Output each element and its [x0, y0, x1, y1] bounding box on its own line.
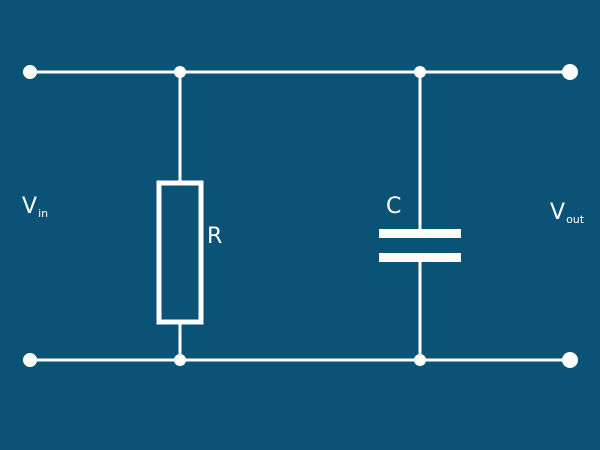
capacitor-label: C: [386, 194, 402, 219]
capacitor-plate-bottom: [379, 253, 461, 262]
input-terminal-bottom: [23, 353, 37, 367]
junction-node: [414, 354, 426, 366]
vout-label: Vout: [550, 200, 585, 226]
capacitor-plate-top: [379, 229, 461, 238]
vout-label-subscript: out: [566, 213, 585, 226]
input-terminal-top: [23, 65, 37, 79]
output-terminal-top: [562, 64, 578, 80]
vin-label-main: V: [22, 194, 38, 219]
vout-label-main: V: [550, 200, 566, 225]
resistor: [156, 180, 204, 325]
vin-label: Vin: [22, 194, 49, 220]
junction-node: [414, 66, 426, 78]
vin-label-subscript: in: [38, 207, 49, 220]
output-terminal-bottom: [562, 352, 578, 368]
junction-node: [174, 66, 186, 78]
resistor-label: R: [207, 224, 223, 249]
junction-node: [174, 354, 186, 366]
